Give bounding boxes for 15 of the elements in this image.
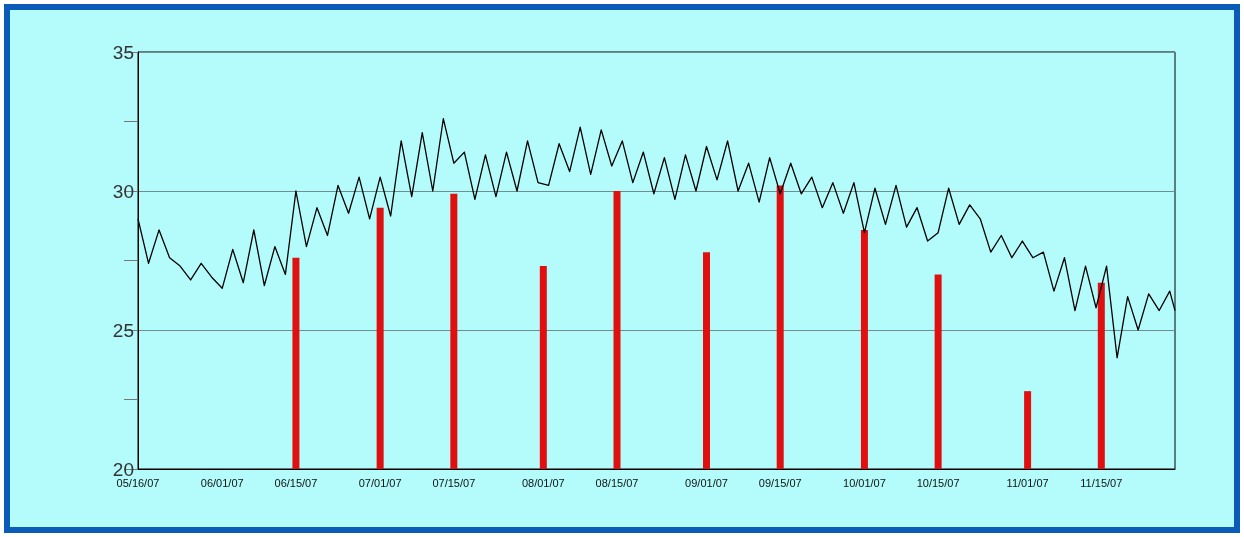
x-tick-label: 08/15/07 (595, 476, 639, 489)
x-tick-label: 07/15/07 (432, 476, 476, 489)
y-tick-label: 30 (112, 180, 134, 202)
x-tick-label: 10/15/07 (916, 476, 960, 489)
y-tick-label: 25 (112, 319, 134, 341)
x-tick-label: 07/01/07 (358, 476, 402, 489)
x-tick-label: 10/01/07 (843, 476, 886, 489)
x-tick-label: 06/01/07 (200, 476, 244, 489)
x-tick-label: 08/01/07 (521, 476, 565, 489)
x-tick-label: 06/15/07 (274, 476, 318, 489)
x-tick-label: 11/01/07 (1006, 476, 1049, 489)
x-tick-label: 09/01/07 (685, 476, 728, 489)
x-tick-label: 11/15/07 (1080, 476, 1123, 489)
x-tick-label: 09/15/07 (758, 476, 802, 489)
y-tick-label: 35 (112, 41, 134, 63)
